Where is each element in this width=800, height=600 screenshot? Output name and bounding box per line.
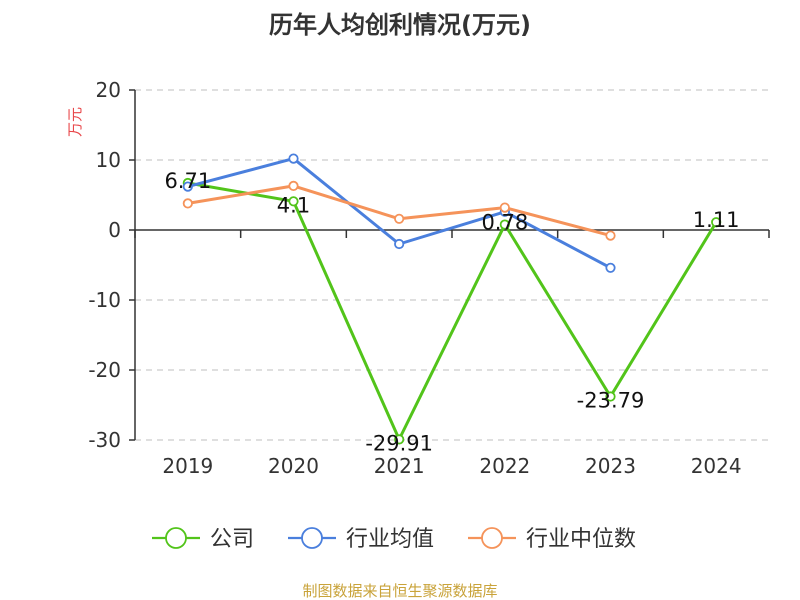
y-tick-label: -10 [88, 288, 121, 312]
legend-label: 行业均值 [346, 527, 434, 552]
data-point [394, 213, 405, 224]
legend-circle-icon [165, 527, 187, 549]
data-point [394, 434, 405, 445]
x-tick-label: 2019 [162, 454, 213, 478]
data-point [605, 391, 616, 402]
legend-label: 行业中位数 [526, 527, 636, 552]
legend-circle-icon [301, 527, 323, 549]
y-axis-label: 万元 [66, 107, 84, 137]
series-line-1 [187, 157, 612, 270]
data-point [288, 180, 299, 191]
data-labels: 6.71 4.1 -29.91 0.78 -23.79 1.11 [164, 169, 739, 455]
series-layer [182, 153, 722, 445]
data-point [182, 181, 193, 192]
data-label: 4.1 [277, 193, 310, 217]
legend-label: 公司 [210, 527, 254, 552]
series-line-2 [187, 184, 611, 238]
legend-item-0[interactable]: 公司 [152, 527, 254, 552]
source-note: 制图数据来自恒生聚源数据库 [302, 582, 497, 600]
legend-item-1[interactable]: 行业均值 [288, 527, 434, 552]
data-label: 6.71 [164, 169, 211, 193]
x-tick-label: 2023 [585, 454, 636, 478]
axes: 20 10 0 -10 -20 -30 2019 2020 2021 2022 2023 2024 [88, 78, 770, 478]
data-point [605, 230, 616, 241]
data-point [499, 202, 510, 213]
data-point [288, 196, 299, 207]
data-point [711, 217, 722, 228]
data-label: -29.91 [365, 431, 433, 455]
series-line-0 [187, 181, 718, 441]
x-tick-label: 2020 [268, 454, 319, 478]
x-tick-label: 2021 [374, 454, 425, 478]
data-point [288, 153, 299, 164]
y-tick-label: 20 [96, 78, 121, 102]
chart-title: 历年人均创利情况(万元) [269, 11, 531, 39]
y-tick-label: -30 [88, 428, 121, 452]
data-point [499, 219, 510, 230]
legend-circle-icon [481, 527, 503, 549]
data-point [394, 238, 405, 250]
data-point [182, 198, 193, 209]
y-tick-label: -20 [88, 358, 121, 382]
data-point [605, 262, 616, 273]
legend-item-2[interactable]: 行业中位数 [468, 527, 636, 552]
y-tick-label: 0 [108, 218, 121, 242]
x-tick-label: 2024 [691, 454, 742, 478]
legend: 公司 行业均值 行业中位数 [152, 527, 636, 552]
data-label: 1.11 [693, 208, 740, 232]
data-label: 0.78 [481, 211, 528, 235]
grid-lines [135, 89, 769, 441]
x-tick-label: 2022 [479, 454, 530, 478]
data-label: -23.79 [577, 389, 645, 413]
y-tick-label: 10 [96, 148, 121, 172]
